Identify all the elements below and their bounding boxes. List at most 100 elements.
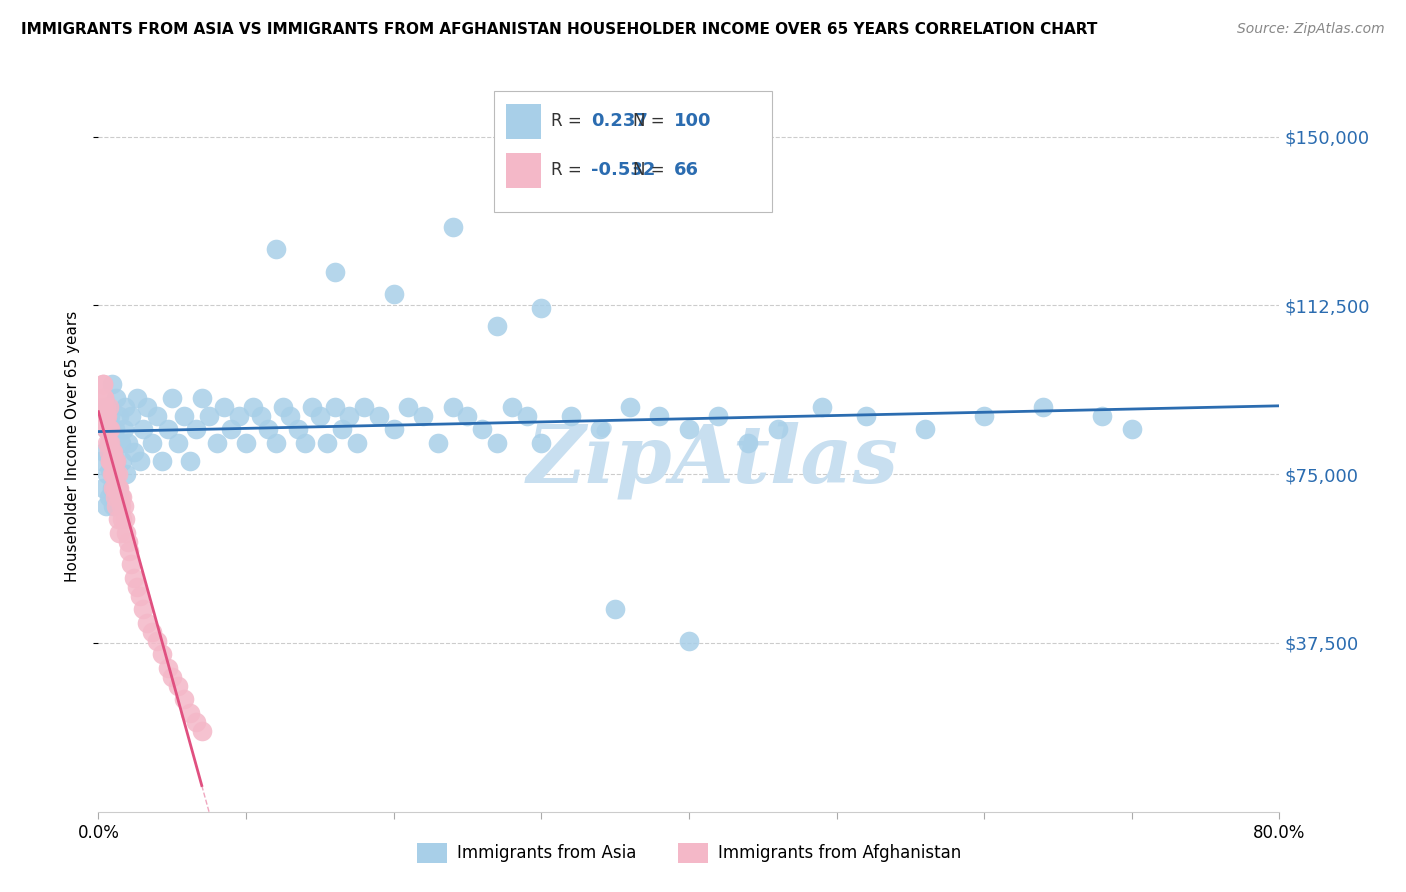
Point (103, 481, 125, 495)
Point (94, 400, 117, 414)
Point (100, 453, 122, 467)
Point (1121, 422, 1143, 436)
Point (179, 453, 201, 467)
Point (93, 444, 115, 458)
Point (205, 435, 228, 450)
Text: -0.532: -0.532 (591, 161, 655, 179)
Point (111, 512, 134, 526)
Point (98, 422, 121, 436)
Point (412, 409, 434, 423)
Point (93, 391, 115, 405)
Point (678, 633, 700, 648)
Point (100, 444, 122, 458)
Point (98, 453, 121, 467)
Point (287, 422, 309, 436)
Point (100, 481, 122, 495)
Point (120, 557, 142, 571)
Text: IMMIGRANTS FROM ASIA VS IMMIGRANTS FROM AFGHANISTAN HOUSEHOLDER INCOME OVER 65 Y: IMMIGRANTS FROM ASIA VS IMMIGRANTS FROM … (21, 22, 1098, 37)
Point (855, 409, 877, 423)
Point (98, 409, 121, 423)
Point (96, 435, 118, 450)
Point (398, 400, 420, 414)
Point (235, 435, 257, 450)
Point (678, 422, 700, 436)
Y-axis label: Householder Income Over 65 years: Householder Income Over 65 years (65, 310, 80, 582)
Point (179, 706, 201, 720)
Point (339, 409, 361, 423)
Point (766, 422, 789, 436)
Point (1032, 400, 1054, 414)
Point (103, 467, 125, 482)
Point (96, 400, 118, 414)
Point (280, 409, 302, 423)
Point (486, 435, 509, 450)
Point (118, 543, 141, 558)
Point (242, 400, 264, 414)
Point (441, 400, 464, 414)
Point (91, 400, 114, 414)
Point (810, 400, 832, 414)
Point (104, 481, 127, 495)
Point (141, 435, 163, 450)
Text: ZipAtlas: ZipAtlas (527, 422, 898, 500)
Point (120, 409, 142, 423)
Text: N =: N = (634, 112, 671, 129)
Point (107, 467, 129, 482)
Point (457, 409, 479, 423)
Point (323, 400, 346, 414)
FancyBboxPatch shape (506, 153, 541, 188)
Point (1091, 409, 1114, 423)
Point (330, 422, 353, 436)
Point (191, 391, 214, 405)
Point (191, 723, 214, 738)
Point (98, 453, 121, 467)
Point (167, 679, 190, 693)
Point (122, 571, 145, 585)
Point (353, 400, 375, 414)
Point (125, 580, 148, 594)
Point (107, 512, 129, 526)
Point (97, 400, 120, 414)
Point (110, 490, 132, 504)
Point (323, 264, 346, 278)
Point (93, 409, 115, 423)
Point (427, 435, 450, 450)
Point (441, 219, 464, 234)
Point (707, 409, 730, 423)
Point (97, 490, 120, 504)
Point (516, 409, 538, 423)
Point (212, 400, 235, 414)
Point (264, 435, 287, 450)
Point (115, 525, 138, 540)
Point (104, 490, 127, 504)
Point (146, 633, 169, 648)
Point (108, 525, 131, 540)
FancyBboxPatch shape (506, 103, 541, 139)
Text: N =: N = (634, 161, 671, 179)
Point (184, 714, 207, 729)
Point (156, 661, 179, 675)
Point (108, 481, 131, 495)
Point (486, 318, 509, 333)
Point (108, 490, 131, 504)
Point (96, 467, 118, 482)
Point (125, 391, 148, 405)
Point (264, 242, 287, 256)
Point (108, 409, 131, 423)
Point (973, 409, 995, 423)
Legend: Immigrants from Asia, Immigrants from Afghanistan: Immigrants from Asia, Immigrants from Af… (411, 837, 967, 869)
Point (346, 435, 368, 450)
Point (103, 444, 125, 458)
Point (914, 422, 936, 436)
Point (110, 435, 132, 450)
Point (94, 422, 117, 436)
Point (112, 422, 135, 436)
Point (150, 647, 173, 661)
Point (105, 391, 128, 405)
Point (117, 534, 139, 549)
Point (128, 453, 150, 467)
Point (111, 490, 134, 504)
Point (98, 435, 121, 450)
Point (294, 435, 316, 450)
Point (114, 400, 136, 414)
